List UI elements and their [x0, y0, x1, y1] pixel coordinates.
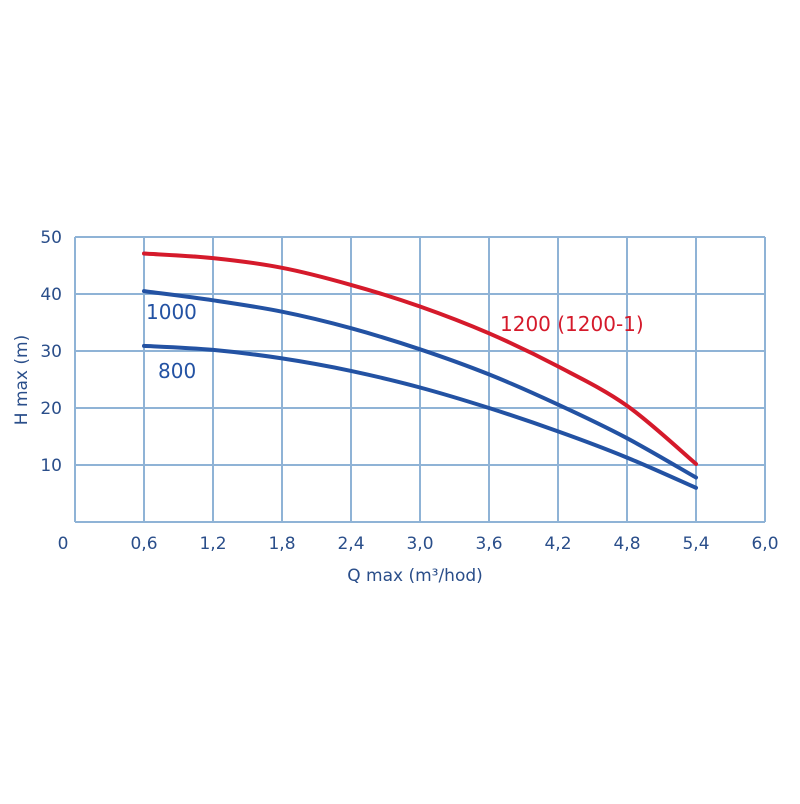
x-tick-label: 0,6	[130, 534, 157, 554]
y-axis-label: H max (m)	[12, 335, 32, 425]
series-line-0	[142, 251, 698, 466]
y-tick-label: 20	[40, 399, 62, 419]
x-tick-label: 3,0	[406, 534, 433, 554]
series-line-2	[142, 343, 698, 490]
x-tick-label: 5,4	[682, 534, 709, 554]
series-lines	[142, 251, 698, 490]
x-tick-label: 4,8	[613, 534, 640, 554]
x-tick-label: 1,8	[268, 534, 295, 554]
series-labels: 1200 (1200-1) 1000 800	[146, 300, 644, 383]
series-label-800: 800	[158, 359, 196, 383]
y-tick-label: 10	[40, 456, 62, 476]
x-tick-label: 1,2	[199, 534, 226, 554]
y-tick-label: 30	[40, 342, 62, 362]
tick-labels: 0 0,6 1,2 1,8 2,4 3,0 3,6 4,2 4,8 5,4 6,0 10 20 30 40 5…	[40, 228, 778, 554]
series-label-1200: 1200 (1200-1)	[500, 312, 644, 336]
y-tick-label: 50	[40, 228, 62, 248]
x-axis-label: Q max (m³/hod)	[347, 566, 483, 586]
x-tick-label: 6,0	[751, 534, 778, 554]
series-label-1000: 1000	[146, 300, 197, 324]
y-tick-label: 40	[40, 285, 62, 305]
x-tick-label: 0	[58, 534, 69, 554]
grid	[74, 236, 766, 523]
x-tick-label: 4,2	[544, 534, 571, 554]
series-line-1	[142, 289, 698, 480]
x-tick-label: 2,4	[337, 534, 364, 554]
x-tick-label: 3,6	[475, 534, 502, 554]
